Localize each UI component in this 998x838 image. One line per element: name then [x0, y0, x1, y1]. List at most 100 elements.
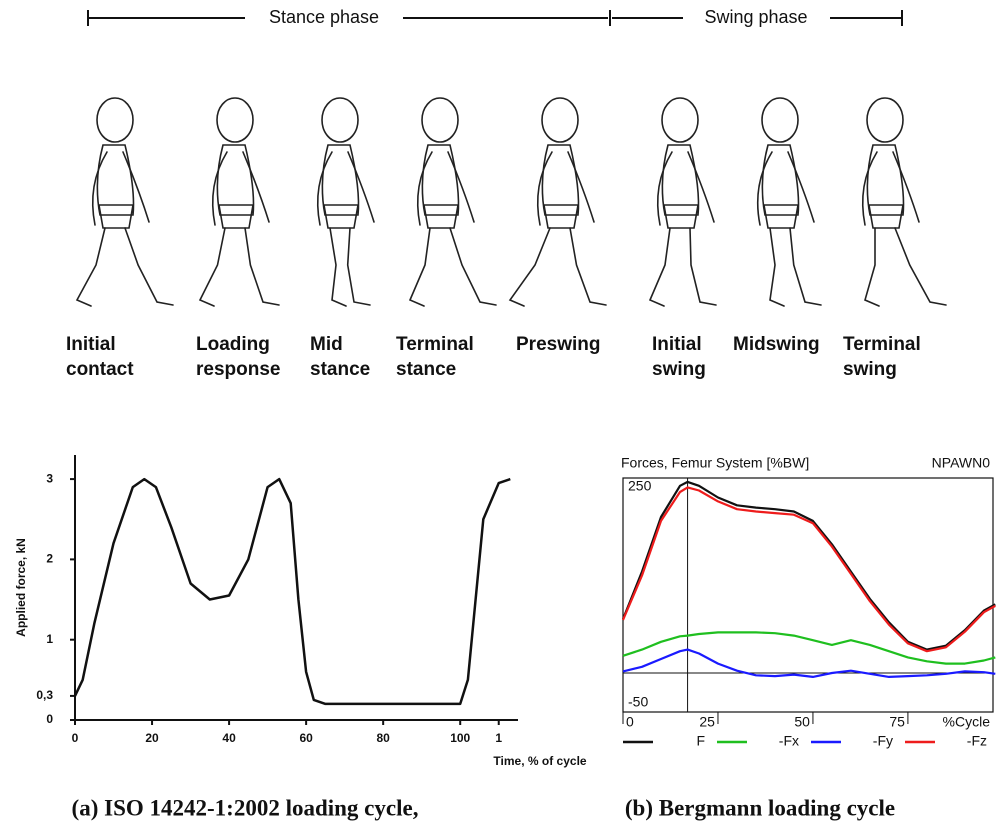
arm [91, 151, 108, 226]
leg [648, 227, 671, 307]
charts: 0 0,3 1 2 3 0 20 40 60 80 100 1 Applied force, kN Tim… [14, 455, 996, 768]
briefs [323, 204, 359, 229]
head [421, 97, 459, 143]
data-line [621, 486, 996, 653]
child-figure [756, 97, 822, 307]
leg [689, 227, 717, 306]
briefs [763, 204, 799, 229]
y-tick-label: 0,3 [36, 688, 53, 702]
x-tick-label: 40 [222, 731, 236, 745]
briefs [218, 204, 254, 229]
chart: 0 0,3 1 2 3 0 20 40 60 80 100 1 Applied force, kN Tim… [14, 455, 587, 768]
head [661, 97, 699, 143]
child-figure [198, 97, 280, 307]
caption: (b) Bergmann loading cycle [625, 795, 895, 820]
arm [567, 151, 595, 223]
child-figure [508, 97, 607, 307]
x-tick-label: 50 [794, 714, 810, 730]
gait-event-label: Terminal [396, 334, 474, 355]
head [866, 97, 904, 143]
x-tick-label: 0 [626, 714, 634, 730]
head [321, 97, 359, 143]
arm [316, 151, 333, 226]
y-tick-label: -50 [628, 694, 648, 710]
gait-event-label: Initial [652, 334, 702, 355]
briefs [423, 204, 459, 229]
y-axis-label: Applied force, kN [14, 538, 28, 637]
arm [347, 151, 375, 223]
arm [656, 151, 673, 226]
x-axis-label: %Cycle [943, 714, 991, 730]
arm [787, 151, 815, 223]
arm [892, 151, 920, 223]
leg [864, 227, 880, 307]
gait-event-label: Mid [310, 334, 343, 355]
phase-bar [87, 10, 903, 26]
leg [75, 227, 106, 307]
chart: Forces, Femur System [%BW] NPAWN0 250 -50 0 2… [621, 455, 996, 749]
leg [449, 227, 497, 306]
child-figure [316, 97, 375, 307]
leg [346, 227, 371, 306]
arm [122, 151, 150, 223]
arm [416, 151, 433, 226]
leg [789, 227, 822, 306]
gait-illustrations [75, 97, 947, 307]
gait-event-label: stance [310, 359, 370, 380]
data-line [621, 480, 996, 651]
briefs [543, 204, 579, 229]
y-tick-label: 2 [46, 552, 53, 566]
head [96, 97, 134, 143]
leg [329, 227, 347, 307]
arm [211, 151, 228, 226]
child-figure [861, 97, 947, 307]
x-tick-label: 100 [450, 731, 470, 745]
x-tick-label: 60 [299, 731, 313, 745]
leg [244, 227, 280, 306]
child-figure [75, 97, 174, 307]
gait-event-label: Initial [66, 334, 116, 355]
head [761, 97, 799, 143]
y-tick-label: 1 [46, 632, 53, 646]
briefs [868, 204, 904, 229]
gait-event-label: Midswing [733, 334, 820, 355]
x-tick-label: 20 [145, 731, 159, 745]
data-line [622, 631, 996, 665]
gait-event-label: swing [843, 359, 897, 380]
arm [536, 151, 553, 226]
x-tick-label: 0 [72, 731, 79, 745]
chart-subtitle: NPAWN0 [932, 455, 991, 471]
legend-label: -Fy [873, 733, 893, 749]
plot-frame [622, 477, 994, 713]
x-tick-label: 75 [889, 714, 905, 730]
briefs [663, 204, 699, 229]
leg [124, 227, 174, 306]
briefs [98, 204, 134, 229]
x-axis-label: Time, % of cycle [493, 754, 586, 768]
gait-event-label: Loading [196, 334, 270, 355]
y-tick-label: 250 [628, 478, 652, 494]
leg [769, 227, 785, 307]
x-tick-label: 80 [376, 731, 390, 745]
leg [408, 227, 431, 307]
data-line [622, 648, 996, 678]
arm [756, 151, 773, 226]
gait-event-label: swing [652, 359, 706, 380]
legend-label: -Fz [967, 733, 987, 749]
gait-event-label: Terminal [843, 334, 921, 355]
phase-label: Swing phase [704, 7, 807, 27]
x-tick-label: 25 [699, 714, 715, 730]
legend-label: -Fx [779, 733, 799, 749]
leg [894, 227, 947, 306]
child-figure [408, 97, 497, 307]
y-tick-label: 0 [46, 712, 53, 726]
gait-event-label: contact [66, 359, 134, 380]
phase-label: Stance phase [269, 7, 379, 27]
child-figure [648, 97, 717, 307]
gait-event-label: response [196, 359, 280, 380]
data-line [73, 477, 511, 706]
arm [447, 151, 475, 223]
legend-label: F [696, 733, 705, 749]
